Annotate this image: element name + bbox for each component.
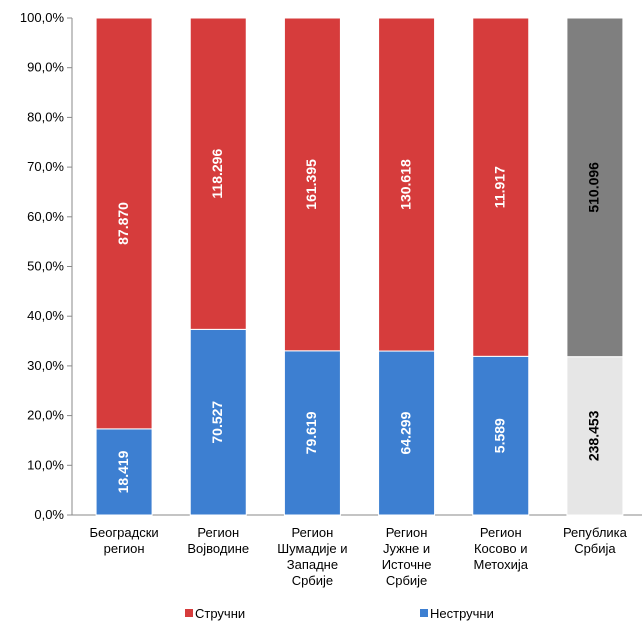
x-tick-label: Регион Косово и Метохија bbox=[473, 525, 528, 572]
y-tick-label: 50,0% bbox=[27, 259, 64, 274]
value-label: 70.527 bbox=[209, 401, 225, 444]
value-label: 64.299 bbox=[397, 411, 413, 454]
legend-label: Стручни bbox=[195, 606, 245, 621]
y-tick-label: 90,0% bbox=[27, 60, 64, 75]
value-label: 87.870 bbox=[115, 202, 131, 245]
bar-segment bbox=[283, 350, 341, 516]
x-tick-label: Регион Војводине bbox=[187, 525, 249, 556]
value-label: 238.453 bbox=[586, 410, 602, 461]
value-label: 79.619 bbox=[303, 411, 319, 454]
legend-swatch bbox=[420, 609, 428, 617]
legend-label: Нестручни bbox=[430, 606, 494, 621]
bar-segment bbox=[566, 17, 624, 358]
value-label: 11.917 bbox=[491, 166, 507, 208]
value-label: 130.618 bbox=[397, 159, 413, 210]
x-tick-label: Република Србија bbox=[563, 525, 628, 556]
y-tick-label: 100,0% bbox=[20, 10, 65, 25]
value-label: 5.589 bbox=[491, 418, 507, 453]
value-label: 510.096 bbox=[586, 162, 602, 213]
value-label: 161.395 bbox=[303, 159, 319, 210]
bar-segment bbox=[95, 17, 153, 430]
x-tick-label: Регион Шумадије и Западне Србије bbox=[277, 525, 347, 588]
y-tick-label: 0,0% bbox=[34, 507, 64, 522]
x-tick-label: Регион Јужне и Источне Србије bbox=[382, 525, 432, 588]
y-tick-label: 10,0% bbox=[27, 457, 64, 472]
y-tick-label: 30,0% bbox=[27, 358, 64, 373]
legend-swatch bbox=[185, 609, 193, 617]
y-tick-label: 80,0% bbox=[27, 109, 64, 124]
bar-segment bbox=[95, 428, 153, 516]
x-tick-label: Београдски регион bbox=[89, 525, 158, 556]
y-tick-label: 20,0% bbox=[27, 408, 64, 423]
y-tick-label: 70,0% bbox=[27, 159, 64, 174]
bar-segment bbox=[189, 328, 247, 516]
bar-segment bbox=[189, 17, 247, 330]
bar-segment bbox=[378, 17, 436, 352]
value-label: 18.419 bbox=[115, 450, 131, 493]
bar-segment bbox=[472, 17, 530, 357]
y-tick-label: 40,0% bbox=[27, 308, 64, 323]
value-label: 118.296 bbox=[209, 149, 225, 199]
bar-segment bbox=[283, 17, 341, 352]
y-tick-label: 60,0% bbox=[27, 209, 64, 224]
bar-segment bbox=[378, 350, 436, 516]
bar-segment bbox=[472, 355, 530, 516]
